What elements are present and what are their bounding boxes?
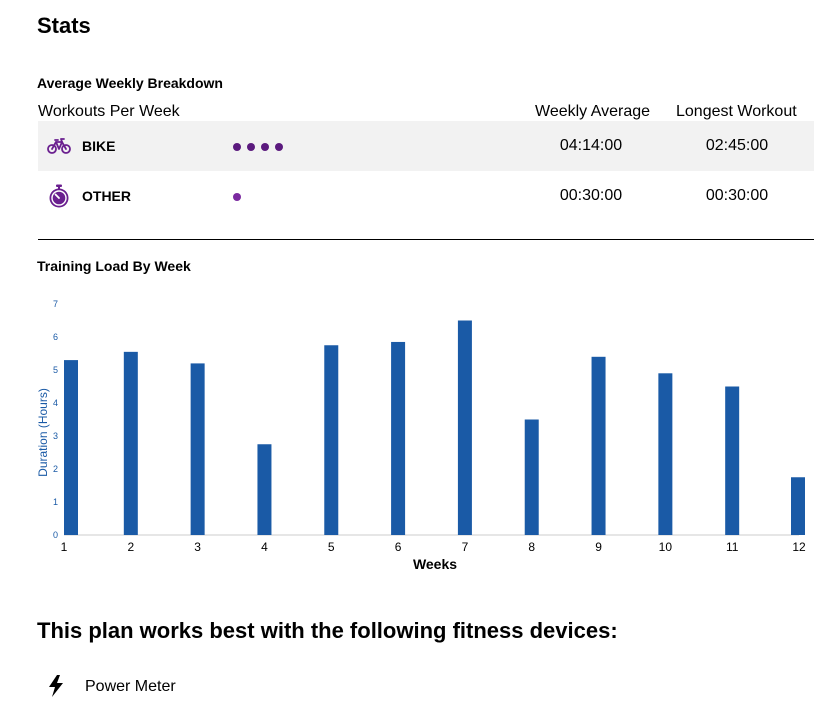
y-axis-title: Duration (Hours) bbox=[36, 388, 50, 477]
bar bbox=[658, 373, 673, 535]
y-tick-label: 4 bbox=[53, 398, 58, 408]
workout-dot bbox=[247, 143, 255, 151]
weekly-average-value: 00:30:00 bbox=[559, 187, 623, 204]
workout-dot bbox=[261, 143, 269, 151]
y-tick-label: 0 bbox=[53, 530, 58, 540]
workout-dot bbox=[275, 143, 283, 151]
longest-workout-value: 00:30:00 bbox=[705, 187, 769, 204]
x-tick-label: 4 bbox=[261, 540, 268, 554]
bar bbox=[324, 345, 339, 535]
x-tick-label: 5 bbox=[328, 540, 335, 554]
y-tick-label: 5 bbox=[53, 365, 58, 375]
workouts-per-week-dots bbox=[233, 143, 283, 151]
breakdown-row-other: OTHER 00:30:00 00:30:00 bbox=[38, 171, 814, 221]
training-load-title: Training Load By Week bbox=[37, 258, 191, 274]
device-label: Power Meter bbox=[85, 678, 176, 695]
x-tick-label: 9 bbox=[595, 540, 602, 554]
x-tick-label: 6 bbox=[395, 540, 402, 554]
breakdown-row-label: BIKE bbox=[82, 138, 116, 154]
bar bbox=[64, 360, 78, 535]
bar bbox=[457, 320, 472, 535]
bar bbox=[190, 363, 205, 535]
bar bbox=[123, 351, 138, 535]
workout-dot bbox=[233, 193, 241, 201]
x-tick-label: 7 bbox=[462, 540, 469, 554]
y-tick-label: 3 bbox=[53, 431, 58, 441]
section-divider bbox=[38, 239, 814, 240]
x-tick-label: 11 bbox=[726, 540, 739, 554]
longest-workout-value: 02:45:00 bbox=[705, 137, 769, 154]
y-tick-label: 2 bbox=[53, 464, 58, 474]
y-tick-label: 1 bbox=[53, 497, 58, 507]
workout-dot bbox=[233, 143, 241, 151]
lightning-bolt-icon bbox=[47, 675, 65, 697]
y-tick-label: 6 bbox=[53, 332, 58, 342]
stopwatch-icon bbox=[47, 184, 71, 208]
x-tick-label: 12 bbox=[792, 540, 806, 554]
x-tick-label: 3 bbox=[194, 540, 201, 554]
x-tick-label: 8 bbox=[528, 540, 535, 554]
breakdown-title: Average Weekly Breakdown bbox=[37, 75, 223, 91]
bar bbox=[257, 444, 272, 535]
x-tick-label: 1 bbox=[61, 540, 68, 554]
bar bbox=[725, 386, 740, 535]
bar bbox=[591, 356, 606, 535]
column-header-longest-workout: Longest Workout bbox=[676, 103, 797, 120]
bar bbox=[524, 419, 539, 535]
weekly-average-value: 04:14:00 bbox=[559, 137, 623, 154]
column-header-workouts-per-week: Workouts Per Week bbox=[38, 103, 180, 120]
workouts-per-week-dots bbox=[233, 193, 241, 201]
bar bbox=[791, 477, 805, 535]
x-tick-label: 10 bbox=[659, 540, 673, 554]
x-axis-title: Weeks bbox=[413, 556, 457, 572]
x-tick-label: 2 bbox=[127, 540, 134, 554]
breakdown-row-bike: BIKE 04:14:00 02:45:00 bbox=[38, 121, 814, 171]
y-tick-label: 7 bbox=[53, 299, 58, 309]
column-header-weekly-average: Weekly Average bbox=[535, 103, 651, 120]
breakdown-row-label: OTHER bbox=[82, 188, 131, 204]
bar bbox=[391, 341, 406, 535]
devices-title: This plan works best with the following … bbox=[37, 618, 618, 643]
page-title: Stats bbox=[37, 13, 91, 38]
bike-icon bbox=[47, 134, 71, 158]
